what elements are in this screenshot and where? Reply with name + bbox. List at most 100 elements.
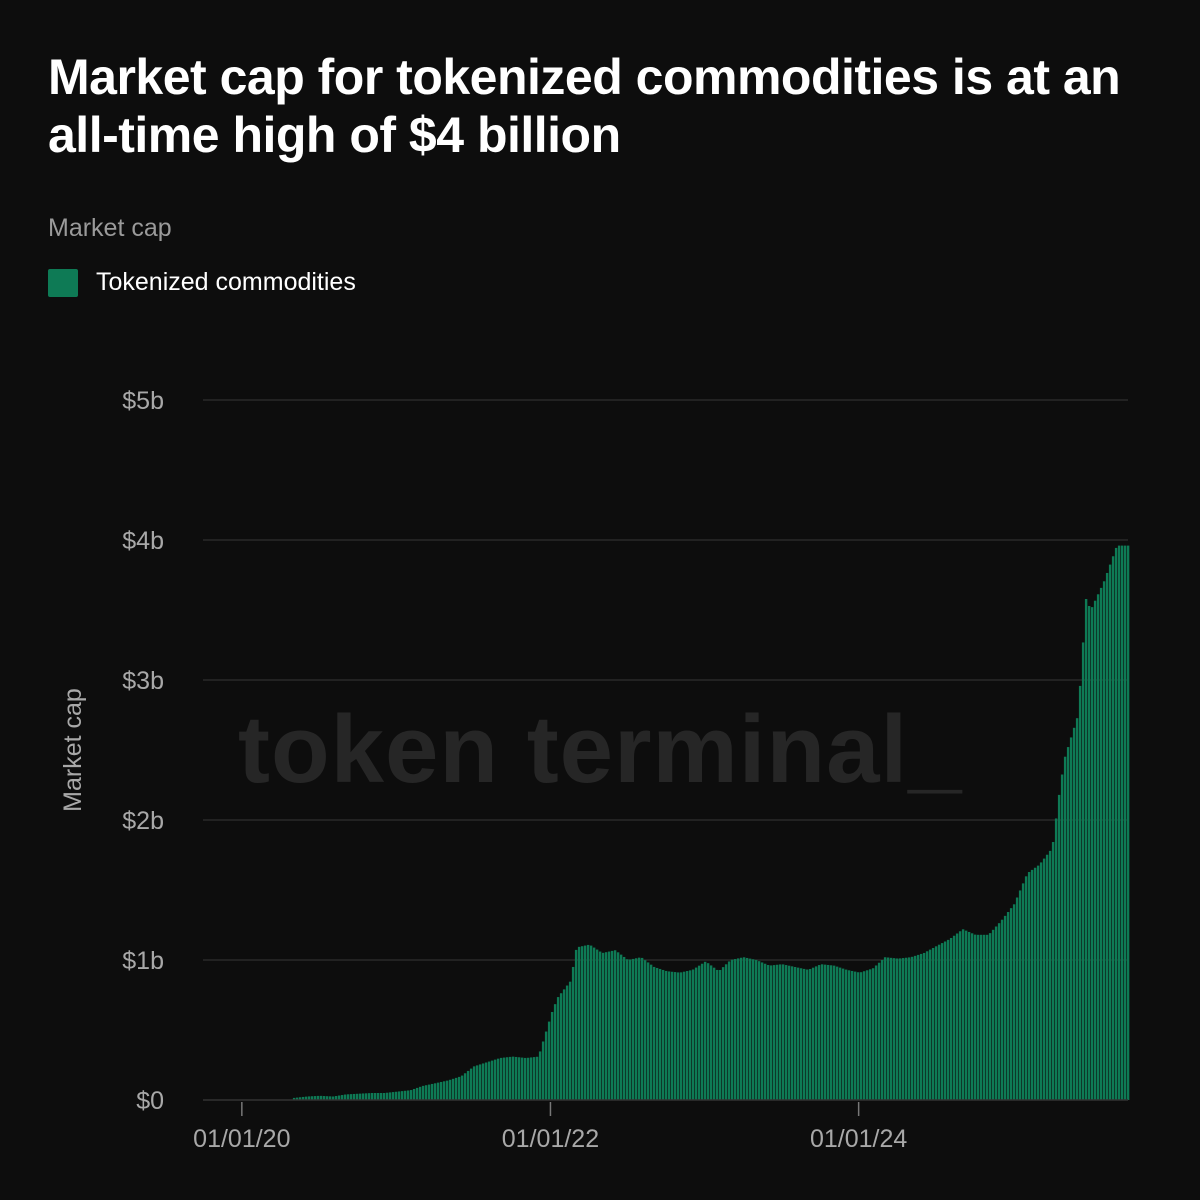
- x-tick-label: 01/01/22: [502, 1125, 599, 1153]
- bar: [856, 972, 860, 1100]
- bar: [784, 965, 788, 1100]
- bar: [1126, 545, 1130, 1100]
- bar: [571, 966, 575, 1100]
- bar: [937, 944, 941, 1100]
- bar: [919, 953, 923, 1100]
- bar: [703, 961, 707, 1100]
- bar: [1111, 556, 1115, 1100]
- bar: [610, 950, 614, 1100]
- bar: [577, 946, 581, 1100]
- bar: [1009, 908, 1013, 1100]
- bar: [994, 926, 998, 1100]
- bar: [1015, 897, 1019, 1100]
- bar: [958, 931, 962, 1100]
- bar: [313, 1096, 317, 1100]
- bar: [715, 969, 719, 1100]
- bar: [1012, 904, 1016, 1100]
- bar: [316, 1095, 320, 1100]
- bar: [835, 966, 839, 1100]
- bar: [697, 965, 701, 1100]
- bar: [325, 1096, 329, 1100]
- bar: [367, 1093, 371, 1100]
- bar: [358, 1093, 362, 1100]
- bar: [772, 965, 776, 1100]
- bar: [469, 1068, 473, 1100]
- bar: [487, 1061, 491, 1100]
- bar: [790, 966, 794, 1100]
- bar: [739, 957, 743, 1100]
- bar: [586, 944, 590, 1100]
- bar: [1042, 858, 1046, 1100]
- bar: [403, 1090, 407, 1100]
- bar: [298, 1097, 302, 1100]
- bar: [301, 1096, 305, 1100]
- bar: [781, 964, 785, 1100]
- bar: [355, 1093, 359, 1100]
- bar: [934, 946, 938, 1100]
- bar: [322, 1096, 326, 1100]
- bar: [1048, 850, 1052, 1100]
- bar: [319, 1095, 323, 1100]
- bar: [811, 967, 815, 1100]
- bars: [292, 545, 1130, 1100]
- bar: [658, 968, 662, 1100]
- bar: [370, 1093, 374, 1100]
- bar: [1051, 842, 1055, 1100]
- bar: [442, 1081, 446, 1100]
- bar: [640, 957, 644, 1100]
- bar: [529, 1057, 533, 1100]
- bar: [976, 934, 980, 1100]
- bar: [376, 1093, 380, 1100]
- bar: [760, 962, 764, 1100]
- bar: [853, 971, 857, 1100]
- bar: [613, 950, 617, 1100]
- bar: [1066, 747, 1070, 1100]
- bar: [874, 965, 878, 1100]
- bar: [508, 1056, 512, 1100]
- bar: [961, 929, 965, 1100]
- bar: [421, 1085, 425, 1100]
- bar: [622, 956, 626, 1100]
- bar: [1039, 862, 1043, 1100]
- bar: [871, 968, 875, 1100]
- bar: [892, 958, 896, 1100]
- bar: [829, 965, 833, 1100]
- bar: [865, 970, 869, 1100]
- bar: [424, 1085, 428, 1100]
- bar: [292, 1097, 296, 1100]
- bar: [475, 1065, 479, 1100]
- bar: [1108, 564, 1112, 1100]
- bar: [409, 1090, 413, 1100]
- bar: [1027, 872, 1031, 1100]
- legend-swatch: [48, 268, 78, 297]
- bar: [940, 943, 944, 1100]
- bar: [619, 954, 623, 1100]
- bar: [1036, 865, 1040, 1100]
- bar: [1024, 876, 1028, 1100]
- bar: [451, 1078, 455, 1100]
- bar: [946, 939, 950, 1100]
- bar: [337, 1095, 341, 1100]
- bar: [634, 958, 638, 1100]
- bar: [601, 952, 605, 1100]
- bar: [694, 967, 698, 1100]
- bar: [817, 965, 821, 1100]
- bar: [751, 959, 755, 1100]
- bar: [379, 1093, 383, 1100]
- bar: [652, 966, 656, 1100]
- axes: $0 $1b $2b $3b $4b $5b 01/01/20 01/01/22 01/01/2…: [122, 387, 1128, 1153]
- bar: [1030, 869, 1034, 1100]
- bar: [340, 1095, 344, 1100]
- bar: [820, 964, 824, 1100]
- bar: [691, 969, 695, 1100]
- bar: [304, 1096, 308, 1100]
- bar: [763, 963, 767, 1100]
- bar: [970, 933, 974, 1100]
- x-tick-label: 01/01/20: [193, 1125, 290, 1153]
- bar: [814, 966, 818, 1100]
- bar: [334, 1095, 338, 1100]
- bar: [589, 945, 593, 1100]
- bar: [1087, 606, 1091, 1100]
- bar: [1000, 919, 1004, 1100]
- bar: [445, 1080, 449, 1100]
